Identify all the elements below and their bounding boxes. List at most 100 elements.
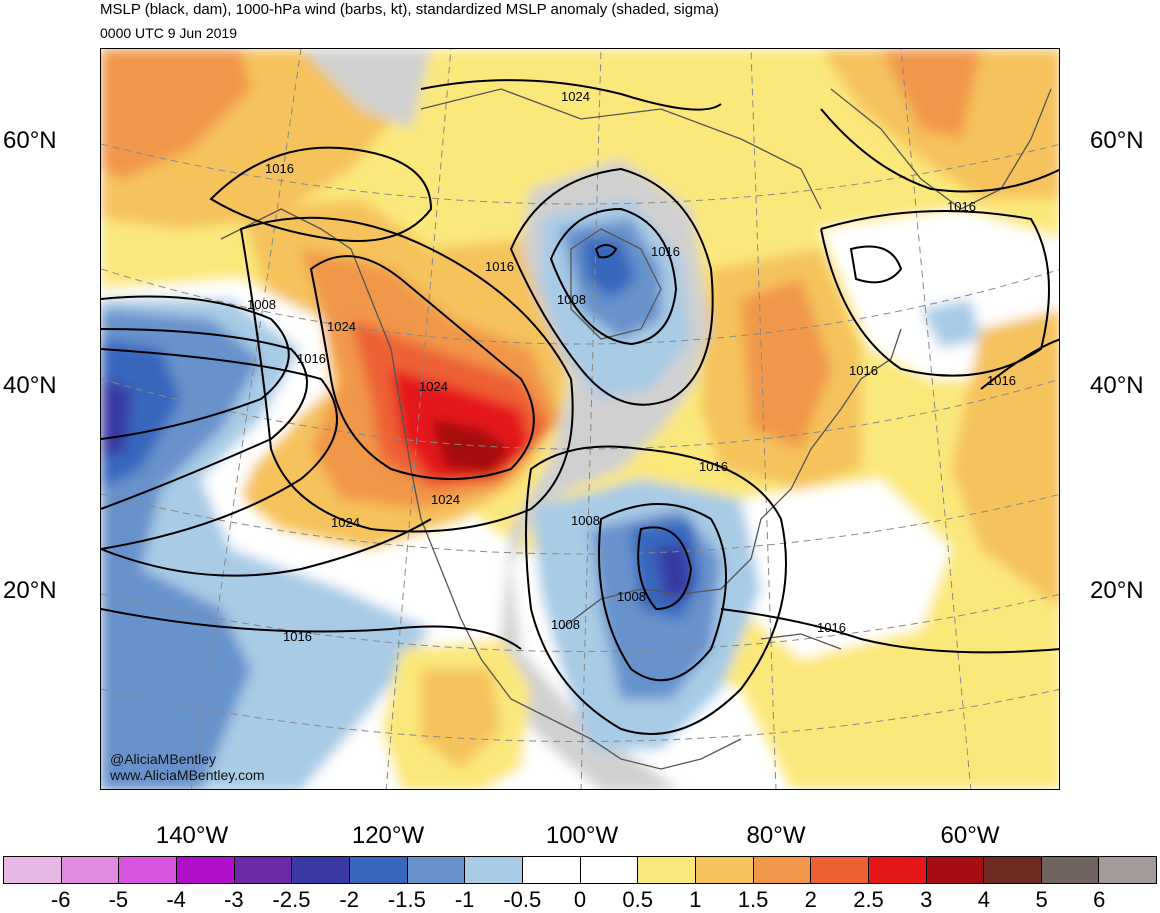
colorbar-tick-label: 3 bbox=[920, 887, 933, 912]
colorbar-swatch bbox=[580, 857, 639, 883]
lon-label: 60°W bbox=[940, 822, 1000, 849]
anomaly-region-lightblue-atlantic bbox=[921, 299, 981, 349]
coastline-arctic bbox=[420, 88, 822, 210]
isobar-pacific-1024-outer bbox=[101, 518, 432, 577]
anomaly-region-neutral-gulf bbox=[741, 479, 951, 659]
coastlines bbox=[220, 88, 1052, 770]
contour-label: 1024 bbox=[327, 319, 356, 334]
colorbar-tick-label: -0.5 bbox=[503, 887, 542, 912]
isobar-gulf-low-1016 bbox=[525, 445, 787, 735]
contour-label: 1016 bbox=[485, 259, 514, 274]
contour-label: 1016 bbox=[265, 161, 294, 176]
lat-label-left: 20°N bbox=[3, 577, 57, 604]
isobar-gulf-low-1008-inner bbox=[637, 526, 693, 611]
contour-label: 1024 bbox=[419, 379, 448, 394]
colorbar-swatch bbox=[465, 857, 523, 883]
coastline-east bbox=[750, 328, 902, 560]
lon-label: 80°W bbox=[746, 822, 806, 849]
coastline-greenland bbox=[830, 88, 1052, 210]
isobar-caribbean-1016 bbox=[720, 608, 1059, 654]
colorbar bbox=[3, 856, 1157, 884]
contour-label: 1024 bbox=[561, 89, 590, 104]
colorbar-swatch bbox=[349, 857, 408, 883]
contour-label: 1008 bbox=[617, 589, 646, 604]
colorbar-tick-label: 6 bbox=[1093, 887, 1106, 912]
lon-label: 120°W bbox=[351, 822, 425, 849]
colorbar-tick-label: 2 bbox=[804, 887, 817, 912]
lat-label-right: 40°N bbox=[1090, 372, 1144, 399]
colorbar-tick-label: -2.5 bbox=[272, 887, 311, 912]
latitude-line-20n bbox=[101, 593, 1059, 652]
latitude-line-10n bbox=[101, 688, 1059, 742]
credit-handle: @AliciaMBentley bbox=[110, 751, 217, 767]
isobar-hudson-low-1016 bbox=[509, 167, 714, 406]
isobar-greenland-1016 bbox=[820, 108, 1059, 193]
coastline-hudson-bay bbox=[570, 228, 662, 340]
contour-label: 1008 bbox=[557, 292, 586, 307]
lon-label: 140°W bbox=[155, 822, 229, 849]
isobar-gulf-low-1008 bbox=[598, 503, 727, 682]
lat-label-left: 60°N bbox=[3, 127, 57, 154]
colorbar-swatch bbox=[4, 857, 62, 883]
contour-label: 1016 bbox=[987, 373, 1016, 388]
colorbar-tick-label: 1.5 bbox=[737, 887, 769, 912]
anomaly-shading bbox=[101, 49, 1059, 789]
colorbar-tick-label: -1.5 bbox=[387, 887, 426, 912]
colorbar-tick-label: 4 bbox=[977, 887, 991, 912]
isobar-atlantic-1024 bbox=[980, 338, 1059, 390]
anomaly-region-orange-east-atlantic bbox=[951, 309, 1059, 608]
contour-label: 1016 bbox=[699, 459, 728, 474]
contour-label: 1016 bbox=[849, 363, 878, 378]
latitude-line-30n bbox=[101, 493, 1059, 555]
colorbar-swatch bbox=[868, 857, 927, 883]
isobar-arctic-1024 bbox=[420, 79, 722, 111]
isobar-pacific-1024 bbox=[101, 348, 338, 550]
colorbar-tick-label: 5 bbox=[1035, 887, 1048, 912]
longitude-line-120w bbox=[385, 49, 452, 789]
lat-label-right: 60°N bbox=[1090, 127, 1144, 154]
colorbar-swatch bbox=[984, 857, 1042, 883]
colorbar-swatch bbox=[811, 857, 869, 883]
coastline-cuba bbox=[760, 633, 842, 650]
lat-label-right: 20°N bbox=[1090, 577, 1144, 604]
contour-label: 1008 bbox=[551, 617, 580, 632]
colorbar-tick-label: -1 bbox=[454, 887, 475, 912]
colorbar-swatch bbox=[1099, 857, 1157, 883]
colorbar-swatch bbox=[638, 857, 696, 883]
isobar-west-ridge-1016 bbox=[239, 216, 574, 533]
colorbar-swatch bbox=[119, 857, 177, 883]
map-panel: 1024 1016 1016 1016 1016 1016 1008 1008 … bbox=[100, 48, 1060, 790]
anomaly-region-darkred-west bbox=[431, 419, 511, 474]
colorbar-tick-label: 0.5 bbox=[622, 887, 653, 912]
colorbar-tick-label: -4 bbox=[166, 887, 186, 912]
isobar-alaska-1016 bbox=[209, 146, 433, 242]
colorbar-swatch bbox=[753, 857, 812, 883]
colorbar-swatch bbox=[522, 857, 581, 883]
anomaly-region-darkblue-pacific bbox=[101, 339, 181, 489]
isobar-pacific-1016-north bbox=[101, 328, 308, 510]
valid-time: 0000 UTC 9 Jun 2019 bbox=[100, 25, 237, 41]
chart-title: MSLP (black, dam), 1000-hPa wind (barbs,… bbox=[100, 1, 719, 18]
isobar-pacific-1016-south bbox=[101, 608, 522, 650]
isobar-atlantic-1016 bbox=[820, 210, 1050, 377]
longitude-line-140w bbox=[190, 49, 302, 789]
colorbar-swatch bbox=[407, 857, 466, 883]
colorbar-swatch bbox=[61, 857, 120, 883]
isobar-west-ridge-1024 bbox=[309, 255, 535, 480]
contour-label: 1024 bbox=[431, 492, 460, 507]
colorbar-swatch bbox=[1041, 857, 1100, 883]
isobar-pacific-1008 bbox=[101, 295, 290, 440]
colorbar-tick-label: -6 bbox=[50, 887, 71, 912]
anomaly-region-grey-arctic bbox=[301, 49, 431, 129]
colorbar-swatch bbox=[292, 857, 350, 883]
credit-website: www.AliciaMBentley.com bbox=[110, 767, 265, 783]
map-canvas: 1024 1016 1016 1016 1016 1016 1008 1008 … bbox=[101, 49, 1059, 789]
contour-label-layer: 1024 1016 1016 1016 1016 1016 1008 1008 … bbox=[247, 89, 1016, 644]
contour-label: 1008 bbox=[571, 513, 600, 528]
isobar-hudson-low-1008 bbox=[549, 207, 678, 346]
coastline-west bbox=[220, 208, 742, 770]
contour-label: 1008 bbox=[247, 297, 276, 312]
latitude-line-50n bbox=[101, 268, 1059, 345]
colorbar-tick-label: 1 bbox=[689, 887, 702, 912]
colorbar-swatch bbox=[234, 857, 293, 883]
